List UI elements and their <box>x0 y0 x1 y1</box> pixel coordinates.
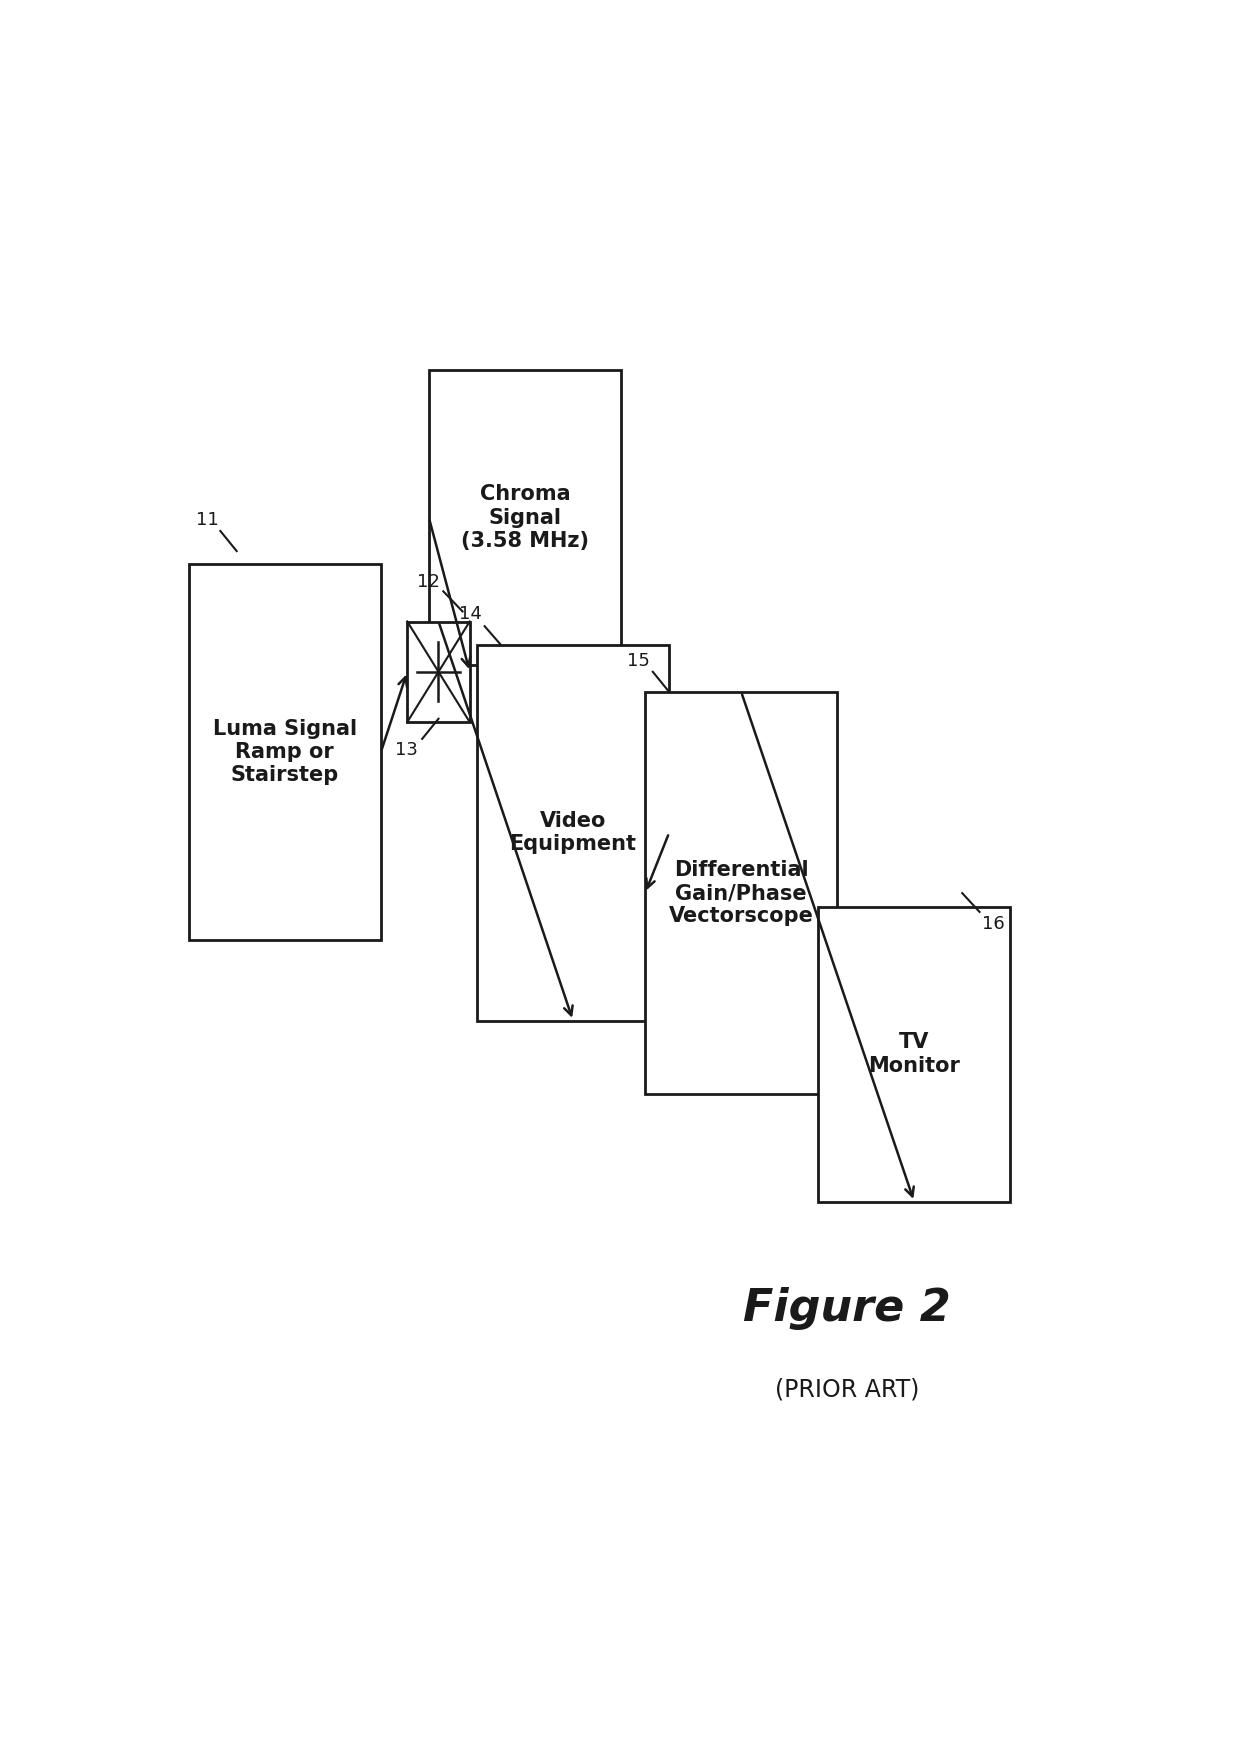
Text: 12: 12 <box>418 573 440 591</box>
Text: 11: 11 <box>196 510 219 530</box>
Text: 16: 16 <box>982 915 1004 934</box>
Text: 14: 14 <box>459 604 481 624</box>
Bar <box>407 622 470 723</box>
Text: Luma Signal
Ramp or
Stairstep: Luma Signal Ramp or Stairstep <box>213 719 357 786</box>
Bar <box>645 692 837 1094</box>
Text: Chroma
Signal
(3.58 MHz): Chroma Signal (3.58 MHz) <box>461 484 589 550</box>
Text: Differential
Gain/Phase
Vectorscope: Differential Gain/Phase Vectorscope <box>668 861 813 927</box>
Text: TV
Monitor: TV Monitor <box>868 1033 960 1075</box>
Bar <box>429 369 621 665</box>
Bar <box>477 645 670 1021</box>
Text: (PRIOR ART): (PRIOR ART) <box>775 1378 919 1401</box>
Bar <box>818 906 1011 1202</box>
Bar <box>188 564 381 941</box>
Text: Figure 2: Figure 2 <box>743 1287 951 1331</box>
Text: 13: 13 <box>396 740 418 758</box>
Text: 15: 15 <box>627 652 650 671</box>
Text: Video
Equipment: Video Equipment <box>510 812 636 854</box>
